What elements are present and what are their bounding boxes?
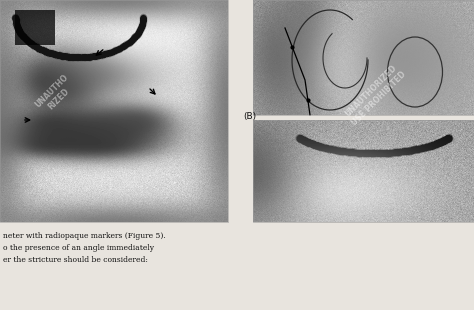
Text: o the presence of an angle immediately: o the presence of an angle immediately bbox=[3, 244, 154, 252]
Text: (B): (B) bbox=[243, 112, 256, 121]
Bar bbox=[253, 120, 474, 222]
Bar bbox=[253, 0, 474, 115]
Text: er the stricture should be considered:: er the stricture should be considered: bbox=[3, 256, 148, 264]
Bar bbox=[0, 0, 228, 222]
Text: UNAUTHORIZED
USE PROHIBITED: UNAUTHORIZED USE PROHIBITED bbox=[342, 62, 408, 127]
Text: UNAUTHO
RIZED: UNAUTHO RIZED bbox=[33, 73, 77, 117]
Text: neter with radiopaque markers (Figure 5).: neter with radiopaque markers (Figure 5)… bbox=[3, 232, 166, 240]
